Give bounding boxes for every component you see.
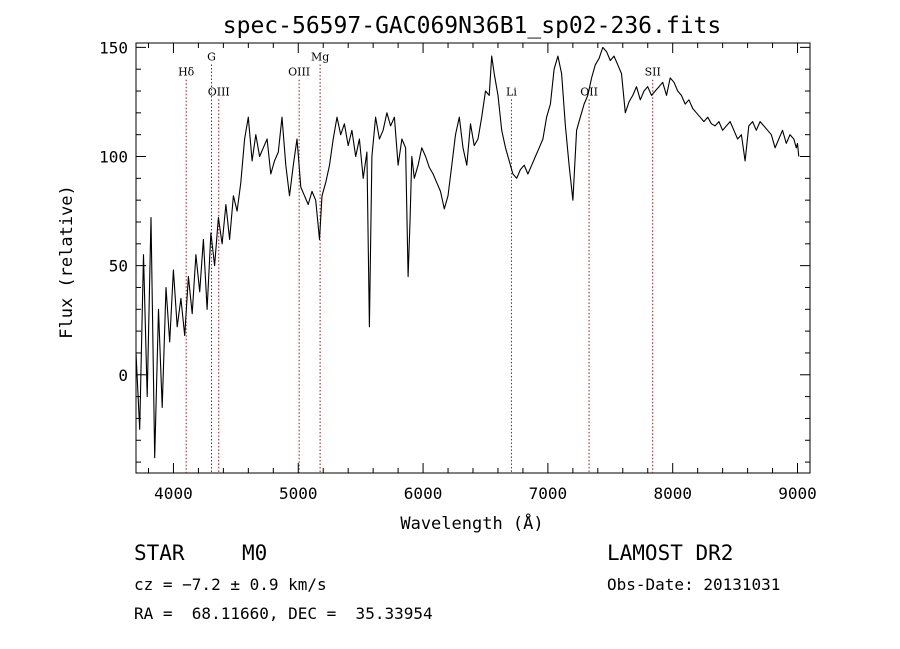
axes: 4000 5000 6000 7000 8000 9000 0 50 100 150 <box>99 38 817 503</box>
x-tick-label: 9000 <box>778 484 817 503</box>
x-axis-label: Wavelength (Å) <box>400 512 543 534</box>
y-axis-label: Flux (relative) <box>57 185 77 339</box>
x-tick-label: 5000 <box>279 484 318 503</box>
x-tick-label: 4000 <box>154 484 193 503</box>
survey-name: LAMOST DR2 <box>607 541 734 565</box>
spectral-line-label: Mg <box>311 50 329 63</box>
object-class: STAR <box>134 541 185 565</box>
spectral-line-label: G <box>207 50 216 63</box>
spectral-line-label: Li <box>506 85 517 98</box>
redshift-text: cz = −7.2 ± 0.9 km/s <box>134 575 327 594</box>
spectral-line-label: SII <box>645 66 661 79</box>
object-subclass: M0 <box>242 541 268 565</box>
x-tick-label: 8000 <box>653 484 692 503</box>
x-tick-label: 7000 <box>529 484 568 503</box>
y-tick-label: 0 <box>118 366 128 385</box>
coordinates-text: RA = 68.11660, DEC = 35.33954 <box>134 604 433 623</box>
y-tick-label: 50 <box>109 257 128 276</box>
spectral-line-label: OIII <box>288 66 310 79</box>
spectral-line-label: OIII <box>208 85 230 98</box>
y-tick-label: 150 <box>99 38 128 57</box>
obs-date-text: Obs-Date: 20131031 <box>607 575 781 594</box>
x-tick-label: 6000 <box>404 484 443 503</box>
chart-title: spec-56597-GAC069N36B1_sp02-236.fits <box>223 13 722 39</box>
spectrum-line <box>135 46 800 459</box>
plot-frame <box>135 42 811 474</box>
y-tick-label: 100 <box>99 148 128 167</box>
spectral-line-label: Hδ <box>178 66 195 79</box>
